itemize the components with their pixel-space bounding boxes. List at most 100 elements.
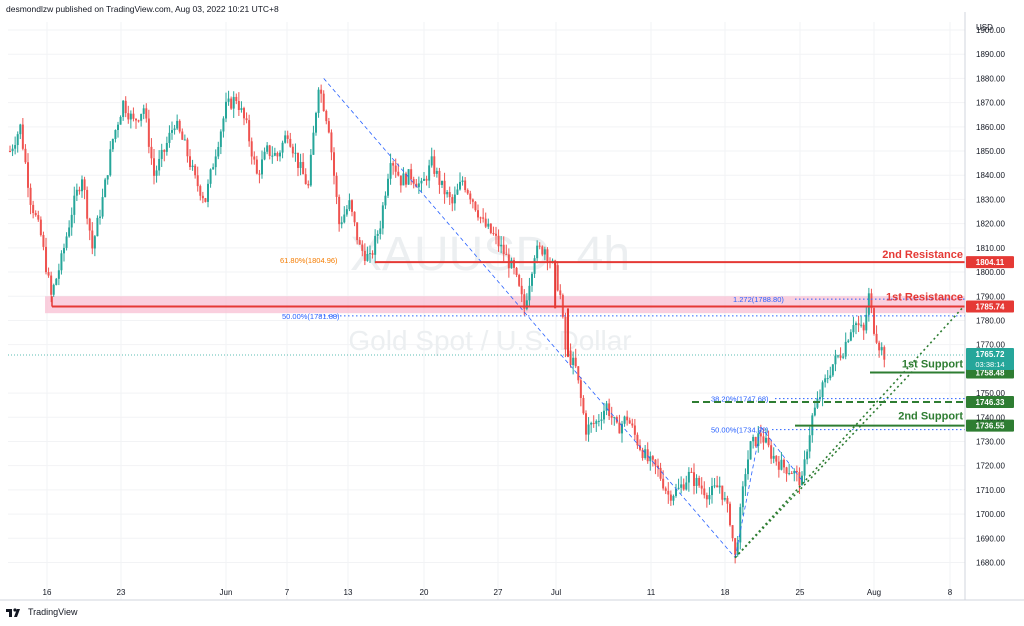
candle-body <box>37 215 40 220</box>
candle-body <box>734 538 737 555</box>
candle-body <box>538 245 541 247</box>
candle-body <box>9 151 11 153</box>
price-tag-bg <box>966 419 1014 432</box>
candle-body <box>330 132 333 153</box>
candle-body <box>106 175 109 180</box>
candle-body <box>268 145 271 156</box>
candle-body <box>500 244 503 247</box>
candle-body <box>284 135 287 143</box>
candle-body <box>57 270 60 279</box>
candle-body <box>855 323 857 326</box>
y-tick-label: 1830.00 <box>976 195 1005 204</box>
candle-body <box>266 145 269 152</box>
candle-body <box>631 423 634 426</box>
candle-body <box>250 141 253 157</box>
candle-body <box>415 183 418 188</box>
candle-body <box>682 484 685 490</box>
candle-body <box>783 459 785 468</box>
candle-body <box>523 294 526 309</box>
candle-body <box>399 175 402 186</box>
candle-body <box>322 93 325 111</box>
footer: TradingView <box>6 607 78 617</box>
candle-body <box>510 260 513 269</box>
candle-body <box>759 433 762 437</box>
candle-body <box>297 152 299 168</box>
candle-body <box>248 120 251 142</box>
y-tick-label: 1840.00 <box>976 171 1005 180</box>
candle-body <box>47 272 50 276</box>
candle-body <box>93 236 96 249</box>
candle-body <box>304 174 307 185</box>
candle-body <box>795 470 798 473</box>
candle-body <box>839 355 842 358</box>
last-price-tag-bg <box>966 348 1014 371</box>
x-tick-label: 18 <box>721 588 730 597</box>
candle-body <box>528 285 531 301</box>
candle-body <box>333 152 335 176</box>
candle-body <box>379 228 382 234</box>
y-tick-label: 1850.00 <box>976 147 1005 156</box>
candle-body <box>65 236 68 248</box>
currency-label: USD <box>976 23 993 32</box>
candle-body <box>122 100 125 117</box>
candle-body <box>482 217 485 219</box>
candle-body <box>55 278 58 285</box>
candle-body <box>261 159 263 175</box>
candle-body <box>801 475 803 486</box>
candle-body <box>569 350 572 366</box>
x-tick-label: 27 <box>494 588 503 597</box>
candle-body <box>168 132 171 143</box>
candle-body <box>327 121 330 133</box>
x-tick-label: Jun <box>220 588 233 597</box>
candle-body <box>765 437 767 443</box>
price-tag-bg <box>966 300 1014 313</box>
candle-body <box>201 195 204 199</box>
candle-body <box>217 146 220 157</box>
candle-body <box>52 284 55 295</box>
candle-body <box>865 314 868 331</box>
candle-body <box>698 477 701 486</box>
candle-body <box>183 139 186 141</box>
candle-body <box>687 471 690 483</box>
candle-body <box>474 201 477 211</box>
candle-body <box>667 490 670 495</box>
candle-body <box>847 340 850 342</box>
candle-body <box>649 456 652 462</box>
candle-body <box>227 98 230 102</box>
candle-body <box>497 235 500 247</box>
level-label: 2nd Support <box>898 411 963 423</box>
candle-body <box>813 407 816 416</box>
candle-body <box>243 108 245 119</box>
candle-body <box>276 152 279 157</box>
candle-body <box>808 435 811 452</box>
candle-body <box>389 163 392 179</box>
x-tick-label: 7 <box>285 588 290 597</box>
candle-body <box>405 173 407 185</box>
candle-body <box>417 183 420 188</box>
fib-level-label: 50.00%(1781.88) <box>282 312 340 321</box>
candle-body <box>29 187 32 205</box>
price-tag-bg <box>966 395 1014 408</box>
candle-body <box>171 130 173 133</box>
candle-body <box>27 162 29 188</box>
candle-body <box>592 422 595 424</box>
y-tick-label: 1890.00 <box>976 50 1005 59</box>
fib-level-label: 61.80%(1804.96) <box>280 256 338 265</box>
candle-body <box>806 451 809 460</box>
candle-body <box>708 495 711 500</box>
candle-body <box>209 169 212 184</box>
candle-body <box>353 211 356 223</box>
zone-layer <box>45 296 965 314</box>
candle-body <box>752 436 755 442</box>
candle-body <box>199 186 202 196</box>
candle-body <box>695 477 698 486</box>
candle-body <box>536 245 539 259</box>
candle-body <box>878 342 881 351</box>
tradingview-logo-icon <box>6 608 20 617</box>
candle-body <box>263 151 266 160</box>
candle-body <box>711 485 713 496</box>
candle-body <box>515 267 518 276</box>
candle-body <box>83 179 86 190</box>
y-tick-label: 1880.00 <box>976 74 1005 83</box>
